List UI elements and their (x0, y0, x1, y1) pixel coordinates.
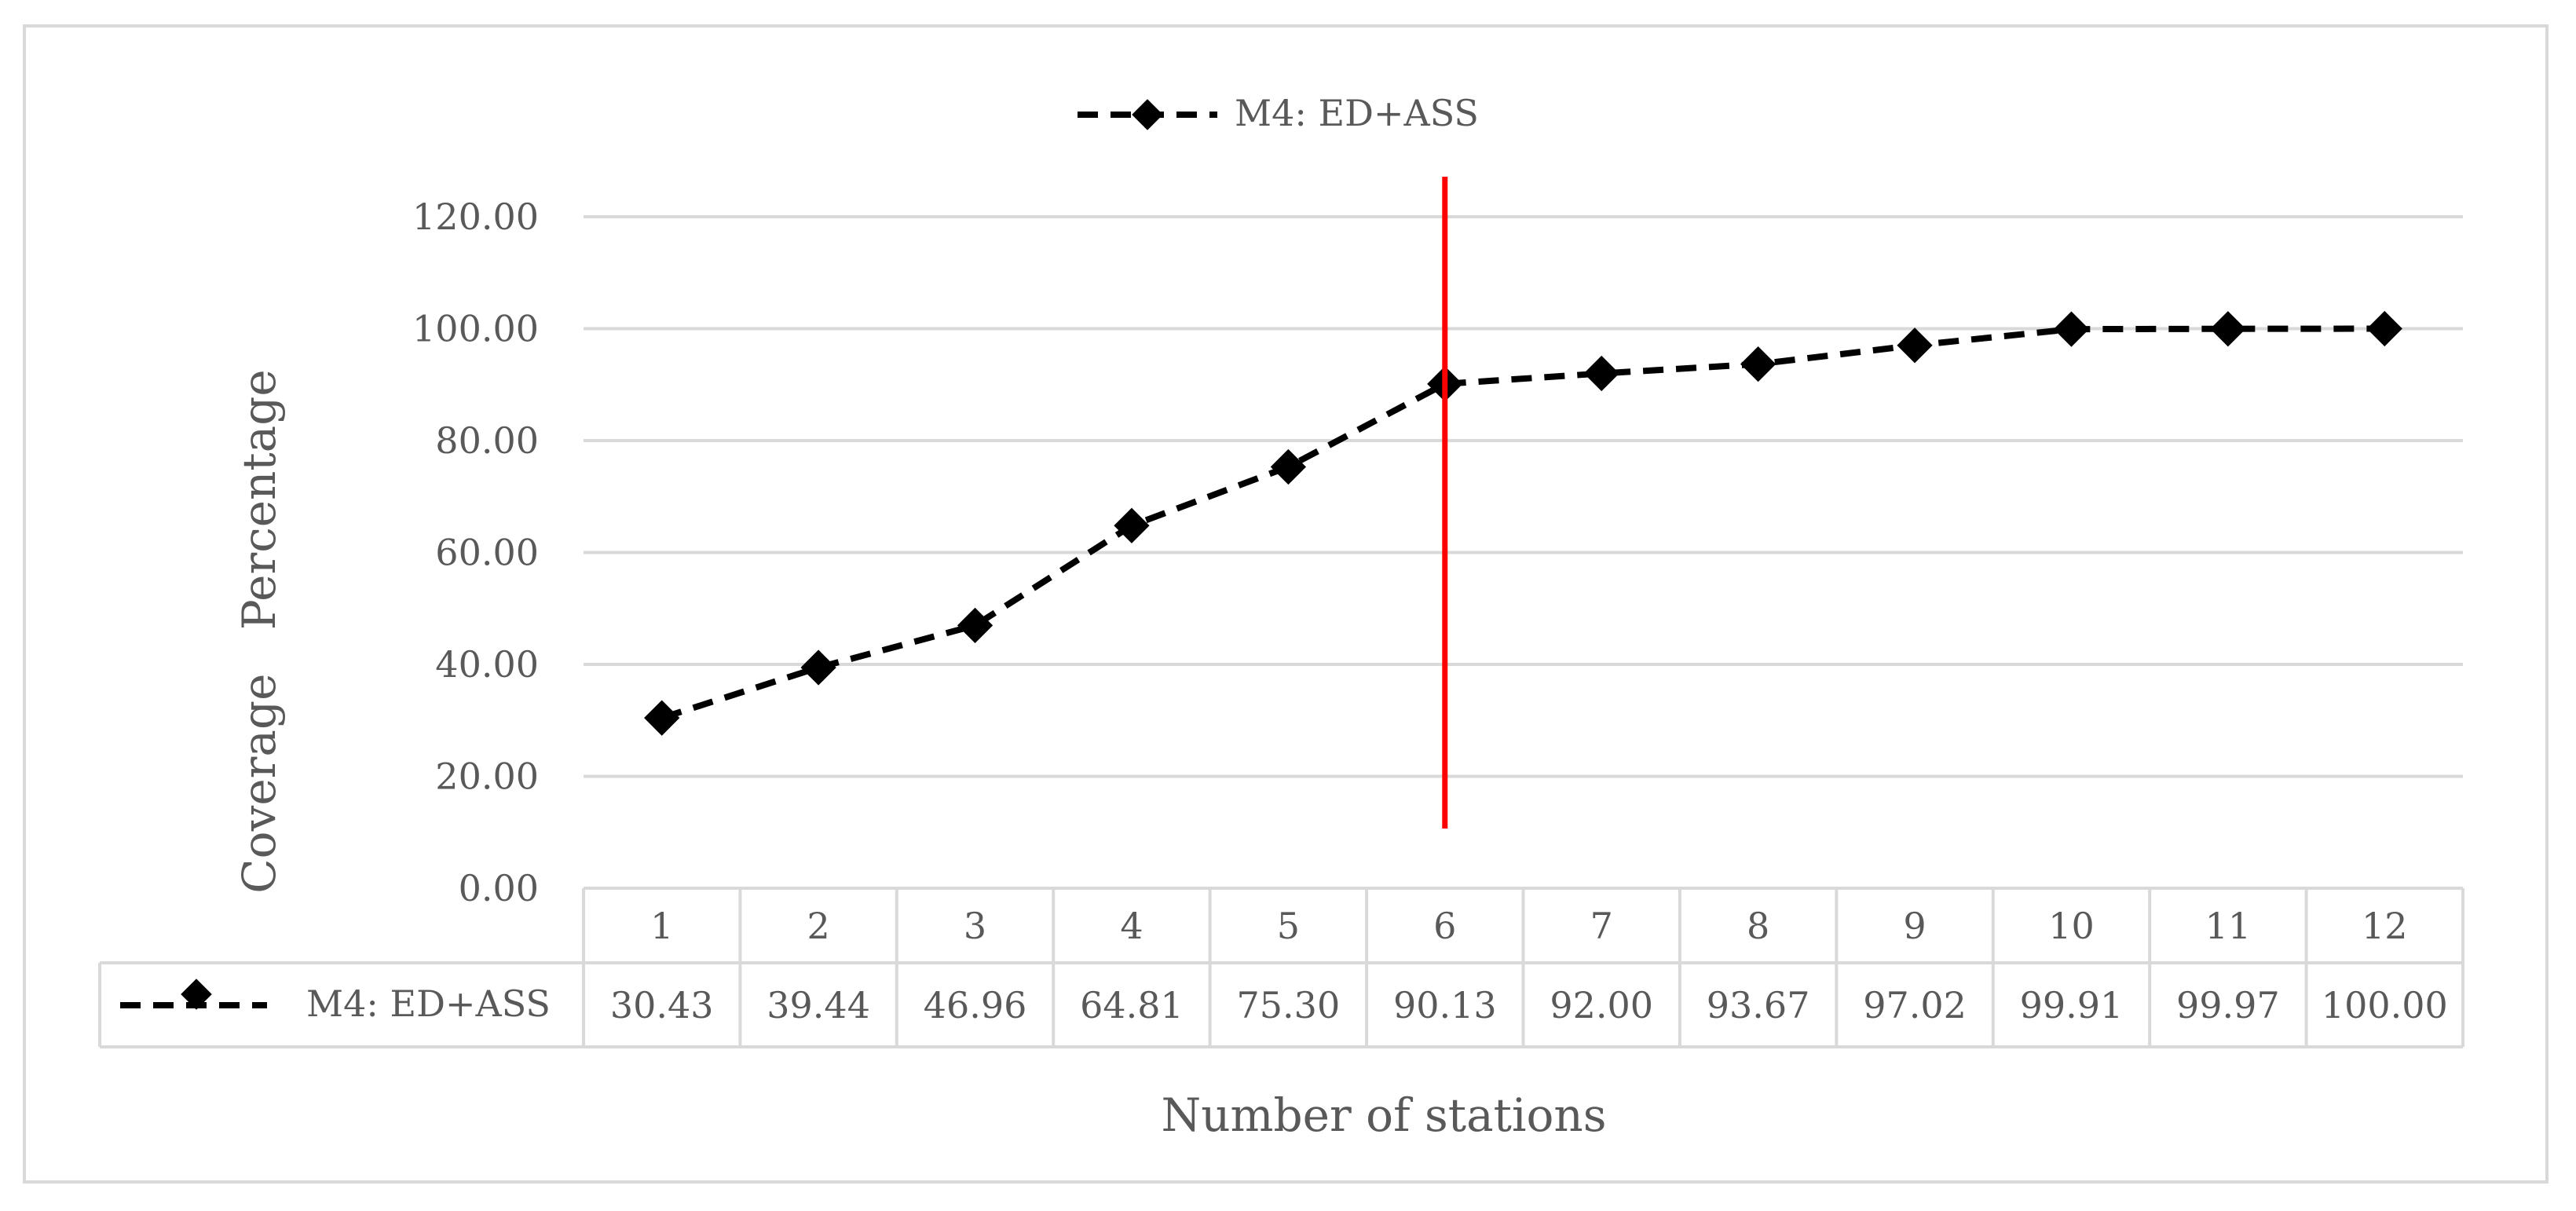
y-tick-label: 80.00 (435, 419, 539, 462)
x-tick-label: 6 (1433, 905, 1456, 947)
x-tick-label: 1 (650, 905, 673, 947)
data-table-value: 90.13 (1393, 984, 1497, 1026)
legend-diamond-icon (1132, 99, 1163, 130)
data-table-value: 64.81 (1080, 984, 1184, 1026)
data-point-marker (800, 649, 836, 686)
data-point-marker (957, 607, 993, 644)
data-table-value: 30.43 (610, 984, 714, 1026)
y-tick-label: 120.00 (412, 196, 539, 238)
data-table-value: 99.91 (2020, 984, 2124, 1026)
data-table: 1 30.43 2 39.44 3 46.96 4 64.81 5 75.30 6 90.13 7 92.… (98, 887, 2464, 1048)
data-table-value: 97.02 (1863, 984, 1967, 1026)
data-table-value: 75.30 (1237, 984, 1341, 1026)
x-tick-label: 10 (2048, 905, 2095, 947)
data-table-value: 46.96 (924, 984, 1027, 1026)
y-axis-ticks: 0.00 20.00 40.00 60.00 80.00 100.00 120.00 (412, 196, 539, 909)
y-tick-label: 0.00 (459, 867, 539, 909)
x-tick-label: 7 (1590, 905, 1613, 947)
data-point-marker (1270, 448, 1307, 485)
y-tick-label: 100.00 (412, 308, 539, 350)
data-point-marker (2210, 311, 2246, 347)
x-tick-label: 3 (964, 905, 986, 947)
table-series-label: M4: ED+ASS (306, 982, 551, 1025)
data-point-marker (1897, 327, 1933, 364)
data-point-marker (1114, 507, 1150, 543)
series-line (660, 325, 2385, 721)
data-point-marker (2053, 311, 2090, 347)
x-tick-label: 8 (1747, 905, 1769, 947)
y-tick-label: 60.00 (435, 532, 539, 574)
data-point-marker (1740, 346, 1776, 382)
series-layer (644, 310, 2402, 736)
data-point-marker (2366, 310, 2402, 347)
x-tick-label: 9 (1903, 905, 1926, 947)
x-axis-title: Number of stations (1161, 1088, 1606, 1142)
data-table-value: 39.44 (767, 984, 870, 1026)
legend: M4: ED+ASS (1078, 92, 1479, 134)
data-table-value: 92.00 (1550, 984, 1653, 1026)
x-tick-label: 11 (2205, 905, 2252, 947)
x-tick-label: 12 (2362, 905, 2408, 947)
data-table-value: 93.67 (1707, 984, 1810, 1026)
legend-label: M4: ED+ASS (1235, 92, 1479, 134)
x-tick-label: 2 (807, 905, 829, 947)
y-tick-label: 20.00 (435, 756, 539, 798)
y-tick-label: 40.00 (435, 643, 539, 686)
data-table-value: 100.00 (2322, 984, 2448, 1026)
x-tick-label: 4 (1120, 905, 1143, 947)
data-table-value: 99.97 (2176, 984, 2280, 1026)
data-point-marker (644, 700, 680, 736)
x-tick-label: 5 (1277, 905, 1300, 947)
data-point-marker (1583, 355, 1619, 392)
table-legend-diamond-icon (181, 979, 212, 1010)
gridlines (584, 215, 2463, 778)
y-axis-title: Coverage Percentage (232, 369, 286, 893)
